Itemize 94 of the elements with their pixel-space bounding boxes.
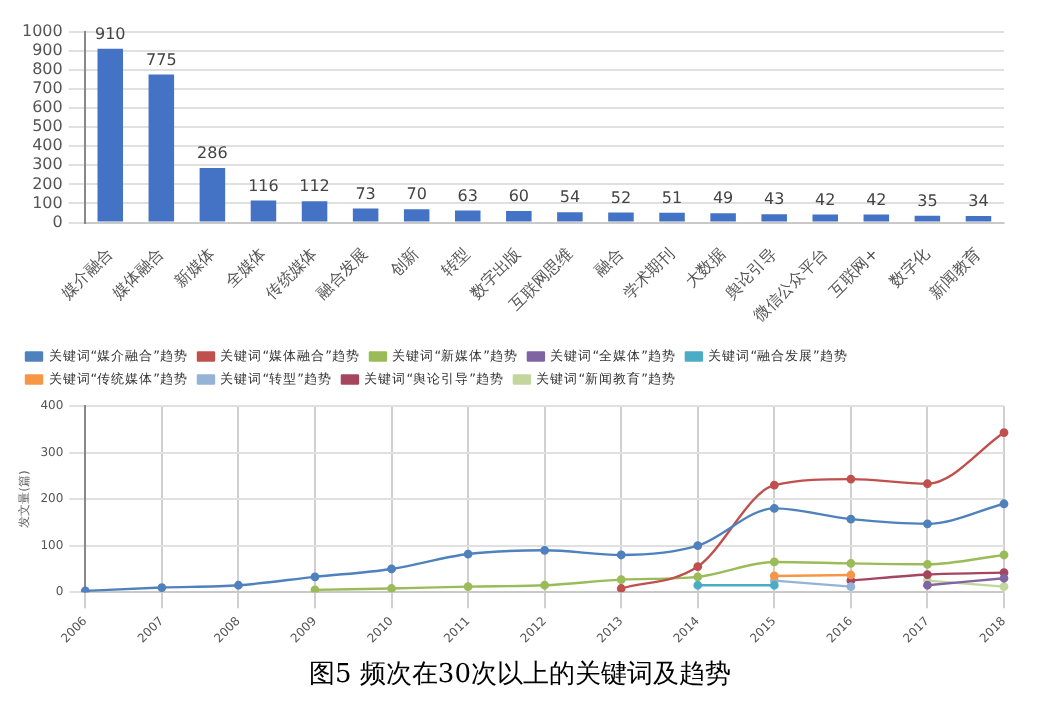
point <box>999 550 1009 560</box>
point <box>846 582 856 592</box>
bar <box>506 211 532 222</box>
data-label: 910 <box>94 24 126 43</box>
point <box>923 580 932 590</box>
bar <box>97 48 124 222</box>
bar <box>608 212 634 222</box>
y-tick-label: 0 <box>52 212 63 231</box>
point <box>387 584 396 593</box>
point <box>769 480 779 490</box>
point <box>846 558 856 568</box>
data-label: 51 <box>661 188 683 207</box>
point <box>999 573 1009 583</box>
y-tick-label: 200 <box>32 174 63 193</box>
point <box>616 575 626 585</box>
bar <box>352 208 379 222</box>
point <box>540 545 550 555</box>
y-tick-label: 300 <box>32 155 63 174</box>
y-tick-label: 100 <box>32 193 63 212</box>
data-label: 35 <box>917 192 938 211</box>
point <box>846 514 856 524</box>
bar <box>710 213 736 222</box>
data-label: 112 <box>299 177 330 196</box>
bar <box>403 209 430 222</box>
y-tick-label: 600 <box>32 98 63 117</box>
point <box>540 580 550 590</box>
bar <box>812 214 839 222</box>
point <box>693 580 703 590</box>
point <box>923 559 932 569</box>
bar <box>250 200 277 222</box>
y-tick-label: 1000 <box>22 21 63 40</box>
data-label: 34 <box>968 192 989 211</box>
point <box>693 572 703 582</box>
x-tick-label: 全媒体 <box>222 244 270 292</box>
x-tick-label: 融合发展 <box>313 244 372 303</box>
data-label: 63 <box>457 186 478 205</box>
point <box>310 572 320 582</box>
point <box>616 584 626 593</box>
data-label: 116 <box>248 176 279 195</box>
x-tick-label: 新媒体 <box>171 244 219 292</box>
point <box>846 474 856 484</box>
bar <box>148 74 175 222</box>
bar <box>557 212 583 222</box>
bar <box>659 212 685 222</box>
point <box>693 541 703 551</box>
point <box>769 557 779 567</box>
x-tick-label: 互联网+ <box>825 244 883 301</box>
bar <box>863 214 890 222</box>
data-label: 42 <box>815 190 836 209</box>
point <box>923 479 932 489</box>
y-tick-label: 400 <box>32 136 63 155</box>
data-label: 43 <box>763 190 785 209</box>
data-label: 42 <box>866 190 887 209</box>
data-label: 54 <box>559 188 581 207</box>
point <box>234 580 243 590</box>
data-label: 286 <box>197 144 228 163</box>
bar <box>301 201 328 222</box>
point <box>999 582 1009 592</box>
y-tick-label: 700 <box>32 79 63 98</box>
y-tick-label: 500 <box>32 117 63 136</box>
point <box>387 564 396 574</box>
point <box>463 582 473 592</box>
point <box>769 504 779 513</box>
x-tick-label: 转型 <box>438 244 474 280</box>
y-tick-label: 800 <box>32 59 63 78</box>
point <box>999 428 1009 437</box>
point <box>693 562 703 572</box>
point <box>769 580 779 590</box>
data-label: 49 <box>712 189 734 208</box>
x-tick-label: 创新 <box>387 244 423 280</box>
bar <box>965 216 992 222</box>
point <box>846 570 856 580</box>
point <box>923 570 932 579</box>
data-label: 73 <box>355 184 376 203</box>
y-tick-label: 900 <box>32 40 63 59</box>
data-label: 52 <box>610 188 632 207</box>
bar <box>914 215 941 222</box>
x-tick-label: 融合 <box>591 244 627 280</box>
bar <box>199 167 226 222</box>
point <box>616 550 626 560</box>
bar <box>454 210 481 222</box>
point <box>80 586 90 593</box>
caption: 图5 频次在30次以上的关键词及趋势 <box>307 658 733 692</box>
data-label: 775 <box>146 50 177 69</box>
point <box>157 583 167 592</box>
point <box>310 585 320 593</box>
data-label: 70 <box>406 185 427 204</box>
point <box>769 571 779 581</box>
point <box>923 519 932 529</box>
point <box>463 549 473 559</box>
point <box>999 499 1009 509</box>
x-tick-label: 媒体融合 <box>109 244 168 303</box>
bar <box>761 214 787 222</box>
data-label: 60 <box>508 187 530 206</box>
